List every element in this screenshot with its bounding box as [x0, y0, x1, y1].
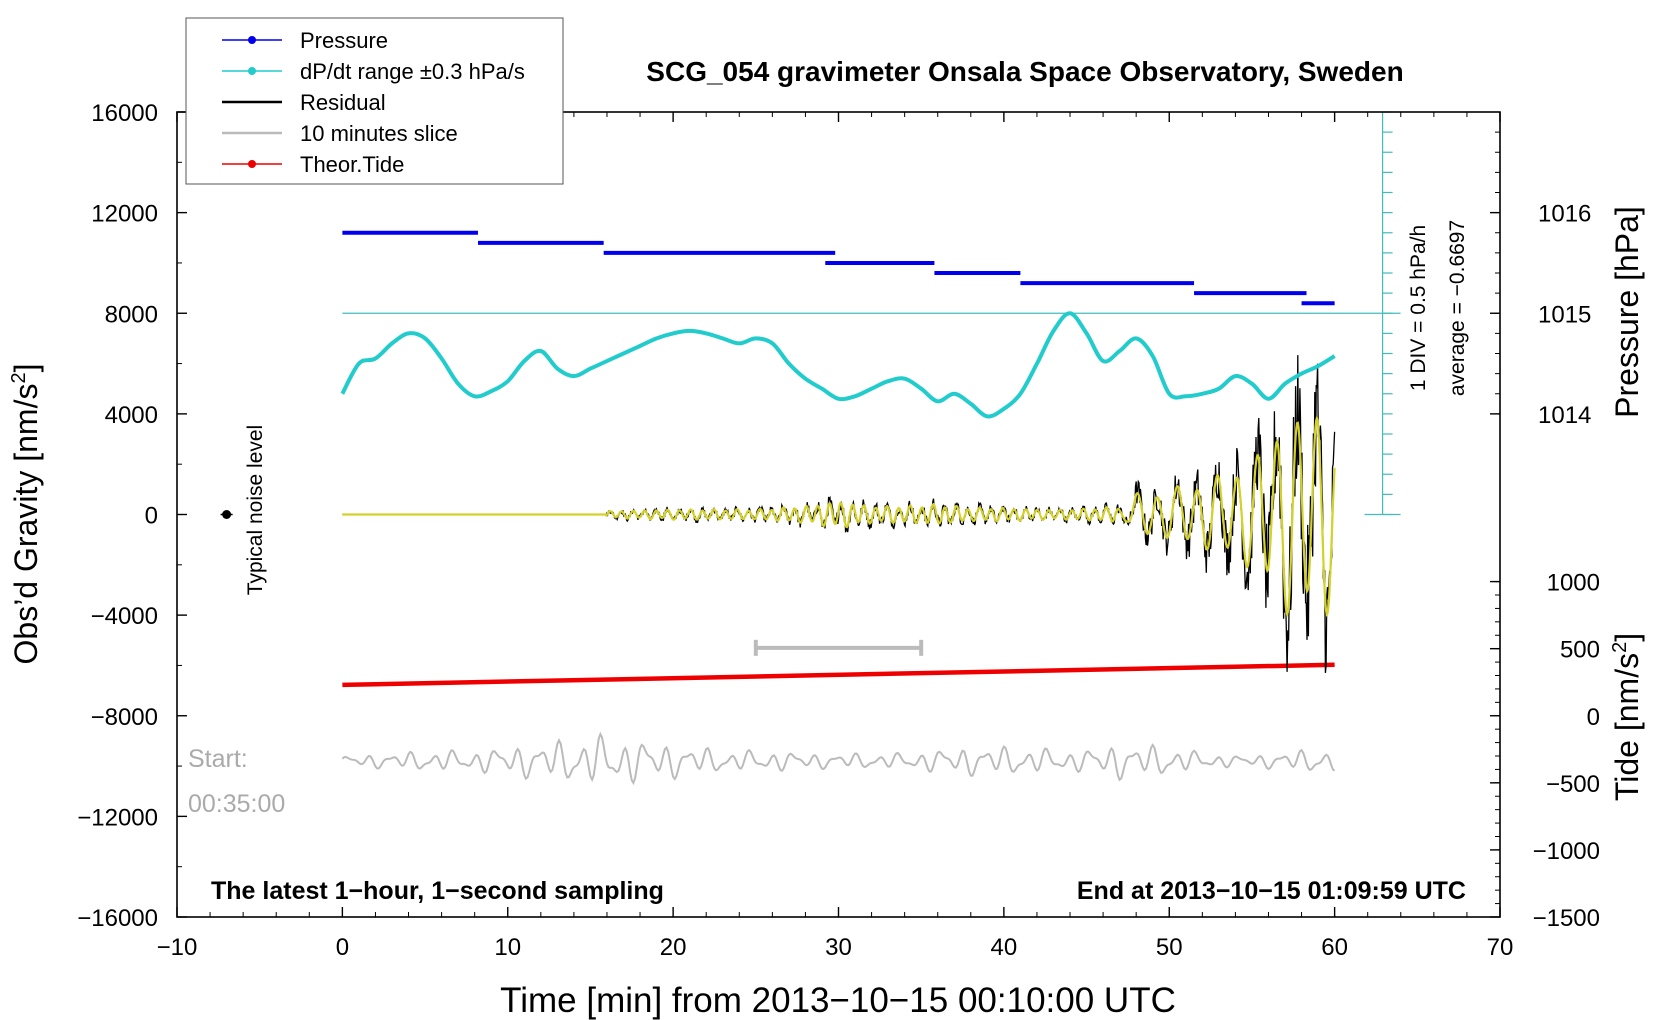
x-axis-ticks: −10 0 10 20 30 40 50 60 70 — [157, 112, 1514, 961]
y-axis-label: Obs’d Gravity [nm/s2] — [8, 364, 44, 665]
tide-tick-label: 500 — [1560, 637, 1600, 664]
y-tick-label: 0 — [145, 503, 158, 530]
y-tick-label: −12000 — [77, 804, 158, 831]
tide-line — [342, 662, 1335, 688]
x-tick-label: 30 — [825, 934, 852, 961]
x-axis-label: Time [min] from 2013−10−15 00:10:00 UTC — [500, 981, 1176, 1020]
tide-tick-label: 1000 — [1547, 570, 1600, 597]
tide-tick-label: −1000 — [1533, 838, 1600, 865]
x-tick-label: 0 — [336, 934, 349, 961]
tide-axis-ticks: 1000 500 0 −500 −1000 −1500 — [1490, 570, 1600, 932]
residual-group — [342, 355, 1336, 673]
x-tick-label: 70 — [1487, 934, 1514, 961]
dpdt-group — [340, 311, 1336, 419]
start-label: Start: — [188, 745, 248, 773]
noise-marker-group — [220, 510, 233, 519]
pressure-tick-label: 1015 — [1538, 301, 1591, 328]
data-layer — [220, 111, 1401, 786]
legend-entry-label: 10 minutes slice — [300, 121, 458, 146]
x-tick-label: 10 — [494, 934, 521, 961]
tide-group — [342, 662, 1335, 688]
tide-tick-label: 0 — [1587, 704, 1600, 731]
footer-right-label: End at 2013−10−15 01:09:59 UTC — [1077, 877, 1466, 905]
y-tick-label: −4000 — [91, 603, 158, 630]
y-tick-label: 8000 — [105, 301, 158, 328]
start-time-label: 00:35:00 — [188, 790, 285, 818]
dpdt-average-label: average = −0.6697 — [1446, 220, 1469, 396]
tide-tick-label: −500 — [1546, 771, 1600, 798]
filtered-residual-line — [342, 414, 1336, 618]
pressure-axis-ticks: 1016 1015 1014 — [1490, 131, 1591, 429]
slice-group — [341, 639, 1336, 786]
pressure-tick-label: 1014 — [1538, 402, 1591, 429]
pressure-axis-label: Pressure [hPa] — [1609, 206, 1645, 418]
tide-tick-label: −1500 — [1533, 905, 1600, 932]
legend-swatch-dot — [248, 67, 256, 75]
legend-entry-label: Residual — [300, 90, 386, 115]
x-tick-label: 40 — [991, 934, 1018, 961]
chart-title: SCG_054 gravimeter Onsala Space Observat… — [646, 56, 1403, 87]
y-tick-label: 12000 — [91, 201, 158, 228]
pressure-group — [342, 230, 1335, 306]
x-tick-label: 60 — [1321, 934, 1348, 961]
y-tick-label: 4000 — [105, 402, 158, 429]
x-tick-label: 20 — [660, 934, 687, 961]
noise-level-label: Typical noise level — [244, 425, 267, 595]
dpdt-axis-group — [342, 111, 1401, 516]
legend-entry-label: dP/dt range ±0.3 hPa/s — [300, 59, 525, 84]
y-tick-label: −8000 — [91, 704, 158, 731]
y-tick-label: 16000 — [91, 100, 158, 127]
x-tick-label: 50 — [1156, 934, 1183, 961]
y-axis-ticks: 16000 12000 8000 4000 0 −4000 −8000 −12000 −1600… — [77, 100, 187, 932]
footer-left-label: The latest 1−hour, 1−second sampling — [211, 877, 664, 905]
tide-axis-label: Tide [nm/s2] — [1609, 633, 1645, 801]
legend: Pressure dP/dt range ±0.3 hPa/s Residual 10… — [185, 17, 564, 185]
legend-entry-label: Theor.Tide — [300, 152, 404, 177]
legend-entries: Pressure dP/dt range ±0.3 hPa/s Residual 10… — [222, 28, 525, 177]
y-tick-label: −16000 — [77, 905, 158, 932]
legend-swatch-dot — [248, 160, 256, 168]
dpdt-scale-label: 1 DIV = 0.5 hPa/h — [1407, 225, 1430, 391]
pressure-tick-label: 1016 — [1538, 201, 1591, 228]
slice-trace — [341, 731, 1336, 786]
dpdt-line — [340, 311, 1336, 419]
legend-swatch-dot — [248, 36, 256, 44]
x-tick-label: −10 — [157, 934, 198, 961]
legend-entry-label: Pressure — [300, 28, 388, 53]
